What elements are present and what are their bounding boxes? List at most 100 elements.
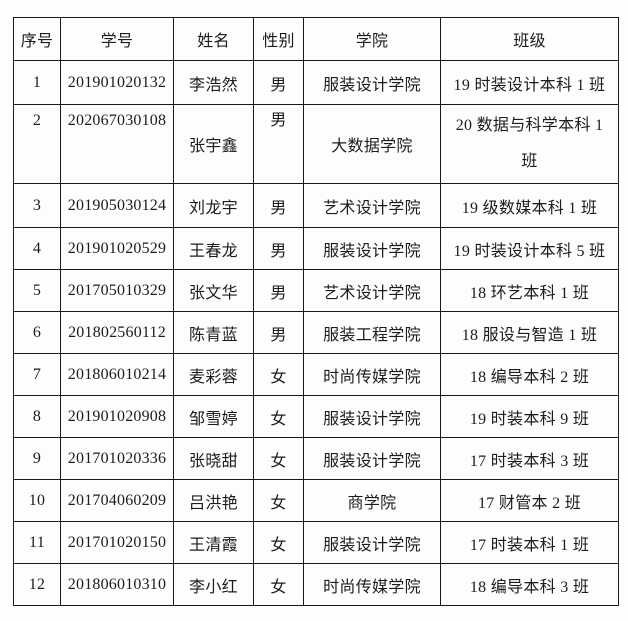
cell-student-id: 201901020529 bbox=[60, 227, 174, 270]
table-row: 11 201701020150 王清霞 女 服装设计学院 17 时装本科 1 班 bbox=[13, 521, 619, 564]
cell-student-id: 201806010214 bbox=[60, 353, 174, 396]
cell-student-id: 201806010310 bbox=[60, 563, 174, 606]
cell-gender: 女 bbox=[253, 395, 304, 438]
cell-college: 艺术设计学院 bbox=[303, 183, 441, 228]
cell-student-id: 201905030124 bbox=[60, 183, 174, 228]
class-value: 19 时装设计本科 1 班 bbox=[453, 76, 606, 94]
cell-name: 王春龙 bbox=[173, 227, 254, 270]
cell-seq: 7 bbox=[13, 353, 61, 396]
cell-gender: 男 bbox=[253, 60, 304, 105]
student-id-value: 201705010329 bbox=[67, 281, 167, 299]
cell-seq: 9 bbox=[13, 437, 61, 480]
student-id-value: 201701020336 bbox=[67, 449, 167, 467]
cell-class: 17 时装本科 1 班 bbox=[440, 521, 619, 564]
cell-college: 时尚传媒学院 bbox=[303, 353, 441, 396]
cell-name: 张宇鑫 bbox=[173, 104, 254, 184]
cell-student-id: 201701020336 bbox=[60, 437, 174, 480]
class-value: 20 数据与科学本科 1 班 bbox=[455, 117, 604, 170]
cell-college: 服装设计学院 bbox=[303, 395, 441, 438]
cell-name: 邹雪婷 bbox=[173, 395, 254, 438]
class-value: 19 时装设计本科 5 班 bbox=[453, 242, 606, 260]
cell-name: 张文华 bbox=[173, 269, 254, 312]
student-id-value: 201901020529 bbox=[67, 239, 167, 257]
cell-college: 时尚传媒学院 bbox=[303, 563, 441, 606]
cell-class: 18 环艺本科 1 班 bbox=[440, 269, 619, 312]
cell-seq: 6 bbox=[13, 311, 61, 354]
table-row: 5 201705010329 张文华 男 艺术设计学院 18 环艺本科 1 班 bbox=[13, 269, 619, 312]
student-id-value: 201806010310 bbox=[67, 575, 167, 593]
cell-name: 吕洪艳 bbox=[173, 479, 254, 522]
cell-gender: 女 bbox=[253, 353, 304, 396]
cell-name: 陈青蓝 bbox=[173, 311, 254, 354]
cell-class: 18 编导本科 2 班 bbox=[440, 353, 619, 396]
cell-student-id: 201901020908 bbox=[60, 395, 174, 438]
cell-class: 19 时装本科 9 班 bbox=[440, 395, 619, 438]
cell-seq: 4 bbox=[13, 227, 61, 270]
cell-college: 服装设计学院 bbox=[303, 60, 441, 105]
class-value: 17 财管本 2 班 bbox=[478, 494, 581, 512]
student-id-value: 201704060209 bbox=[67, 491, 167, 509]
student-roster-table: 序号 学号 姓名 性别 学院 班级 1 201901020132 李浩然 男 服… bbox=[13, 17, 619, 606]
table-row: 2 202067030108 张宇鑫 男 大数据学院 20 数据与科学本科 1 … bbox=[13, 104, 619, 184]
cell-college: 服装设计学院 bbox=[303, 227, 441, 270]
cell-name: 李小红 bbox=[173, 563, 254, 606]
table-row: 8 201901020908 邹雪婷 女 服装设计学院 19 时装本科 9 班 bbox=[13, 395, 619, 438]
cell-gender: 男 bbox=[253, 104, 304, 184]
class-value: 18 服设与智造 1 班 bbox=[461, 326, 598, 344]
cell-gender: 女 bbox=[253, 563, 304, 606]
col-header-college: 学院 bbox=[303, 17, 441, 61]
cell-seq: 11 bbox=[13, 521, 61, 564]
cell-seq: 3 bbox=[13, 183, 61, 228]
cell-college: 服装设计学院 bbox=[303, 521, 441, 564]
table-row: 1 201901020132 李浩然 男 服装设计学院 19 时装设计本科 1 … bbox=[13, 60, 619, 105]
cell-seq: 5 bbox=[13, 269, 61, 312]
cell-class: 17 时装本科 3 班 bbox=[440, 437, 619, 480]
col-header-student-id: 学号 bbox=[60, 17, 174, 61]
cell-name: 王清霞 bbox=[173, 521, 254, 564]
cell-gender: 女 bbox=[253, 437, 304, 480]
cell-student-id: 201704060209 bbox=[60, 479, 174, 522]
cell-student-id: 201802560112 bbox=[60, 311, 174, 354]
class-value: 18 环艺本科 1 班 bbox=[469, 284, 590, 302]
student-id-value: 201901020132 bbox=[67, 73, 167, 91]
header-row: 序号 学号 姓名 性别 学院 班级 bbox=[13, 17, 619, 61]
table-row: 12 201806010310 李小红 女 时尚传媒学院 18 编导本科 3 班 bbox=[13, 563, 619, 606]
class-value: 18 编导本科 3 班 bbox=[469, 578, 590, 596]
cell-class: 17 财管本 2 班 bbox=[440, 479, 619, 522]
cell-class: 20 数据与科学本科 1 班 bbox=[440, 104, 619, 184]
cell-college: 服装工程学院 bbox=[303, 311, 441, 354]
col-header-seq: 序号 bbox=[13, 17, 61, 61]
cell-name: 刘龙宇 bbox=[173, 183, 254, 228]
table-row: 10 201704060209 吕洪艳 女 商学院 17 财管本 2 班 bbox=[13, 479, 619, 522]
cell-seq: 8 bbox=[13, 395, 61, 438]
cell-class: 18 编导本科 3 班 bbox=[440, 563, 619, 606]
cell-seq: 10 bbox=[13, 479, 61, 522]
cell-seq: 12 bbox=[13, 563, 61, 606]
cell-gender: 男 bbox=[253, 227, 304, 270]
col-header-class: 班级 bbox=[440, 17, 619, 61]
student-id-value: 202067030108 bbox=[67, 112, 167, 129]
cell-seq: 2 bbox=[13, 104, 61, 184]
class-value: 19 时装本科 9 班 bbox=[469, 410, 590, 428]
cell-class: 19 时装设计本科 5 班 bbox=[440, 227, 619, 270]
table-row: 7 201806010214 麦彩蓉 女 时尚传媒学院 18 编导本科 2 班 bbox=[13, 353, 619, 396]
class-value: 17 时装本科 3 班 bbox=[469, 452, 590, 470]
cell-name: 麦彩蓉 bbox=[173, 353, 254, 396]
cell-college: 服装设计学院 bbox=[303, 437, 441, 480]
class-value: 18 编导本科 2 班 bbox=[469, 368, 590, 386]
table-row: 6 201802560112 陈青蓝 男 服装工程学院 18 服设与智造 1 班 bbox=[13, 311, 619, 354]
cell-gender: 女 bbox=[253, 479, 304, 522]
cell-gender: 女 bbox=[253, 521, 304, 564]
cell-class: 19 级数媒本科 1 班 bbox=[440, 183, 619, 228]
cell-college: 商学院 bbox=[303, 479, 441, 522]
cell-name: 李浩然 bbox=[173, 60, 254, 105]
cell-student-id: 201901020132 bbox=[60, 60, 174, 105]
class-value: 19 级数媒本科 1 班 bbox=[461, 199, 598, 217]
student-id-value: 201901020908 bbox=[67, 407, 167, 425]
table-row: 9 201701020336 张晓甜 女 服装设计学院 17 时装本科 3 班 bbox=[13, 437, 619, 480]
cell-college: 艺术设计学院 bbox=[303, 269, 441, 312]
col-header-gender: 性别 bbox=[253, 17, 304, 61]
student-id-value: 201701020150 bbox=[67, 533, 167, 551]
cell-student-id: 202067030108 bbox=[60, 104, 174, 184]
